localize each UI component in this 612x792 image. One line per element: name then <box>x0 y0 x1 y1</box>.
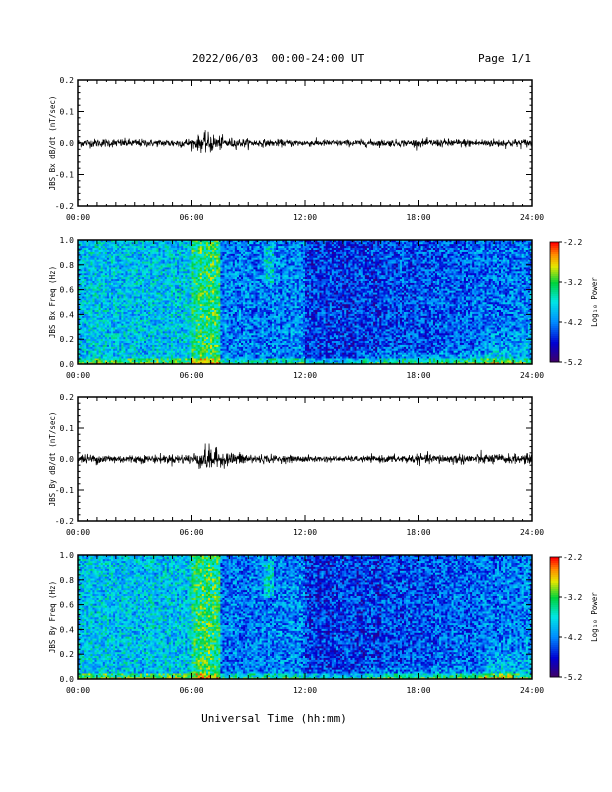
panel-3-ytick: 0.8 <box>60 576 75 585</box>
panel-3-xtick: 12:00 <box>293 686 317 695</box>
panel-3-ytick: 1.0 <box>60 551 75 560</box>
panel-0-xtick: 12:00 <box>293 213 317 222</box>
panel-3-xtick: 24:00 <box>520 686 544 695</box>
panel-1-ytick: 1.0 <box>60 236 75 245</box>
colorbar-3-label: Log₁₀ Power <box>590 592 599 642</box>
panel-3-xtick: 06:00 <box>179 686 203 695</box>
panel-2-ytick: -0.2 <box>55 517 74 526</box>
series-line-0 <box>78 130 532 153</box>
panel-0-ytick: -0.1 <box>55 171 74 180</box>
panel-1-ylabel: JBS Bx Freq (Hz) <box>48 266 57 338</box>
colorbar-3 <box>550 557 562 677</box>
panel-3-ytick: 0.4 <box>60 625 75 634</box>
colorbar-1-tick: -2.2 <box>563 238 582 247</box>
panel-0-xtick: 06:00 <box>179 213 203 222</box>
colorbar-3-tick: -3.2 <box>563 593 582 602</box>
panel-2-ytick: 0.0 <box>60 455 75 464</box>
panel-1-ytick: 0.0 <box>60 360 75 369</box>
panel-1-xtick: 06:00 <box>179 371 203 380</box>
panel-2-xtick: 18:00 <box>406 528 430 537</box>
panel-1-xtick: 24:00 <box>520 371 544 380</box>
panel-2-ytick: -0.1 <box>55 486 74 495</box>
panel-1-ytick: 0.6 <box>60 286 75 295</box>
colorbar-1-tick: -5.2 <box>563 358 582 367</box>
panel-3-xtick: 18:00 <box>406 686 430 695</box>
panel-3-ylabel: JBS By Freq (Hz) <box>48 581 57 653</box>
series-line-2 <box>78 444 532 469</box>
panel-1-ytick: 0.4 <box>60 310 75 319</box>
panel-2-xtick: 24:00 <box>520 528 544 537</box>
panel-2-trace <box>78 444 532 469</box>
colorbar-1-tick: -3.2 <box>563 278 582 287</box>
panel-3-ytick: 0.6 <box>60 601 75 610</box>
x-axis-title: Universal Time (hh:mm) <box>201 712 347 725</box>
panel-2-ylabel: JBS By dB/dt (nT/sec) <box>48 412 57 507</box>
colorbar-3-tick: -4.2 <box>563 633 582 642</box>
panel-0-ytick: 0.0 <box>60 139 75 148</box>
panel-0-ytick: 0.1 <box>60 108 75 117</box>
panel-1-ytick: 0.8 <box>60 261 75 270</box>
panel-2-xtick: 12:00 <box>293 528 317 537</box>
panel-0-ylabel: JBS Bx dB/dt (nT/sec) <box>48 96 57 191</box>
panel-0-ytick: -0.2 <box>55 202 74 211</box>
panel-0-xtick: 00:00 <box>66 213 90 222</box>
panel-1-xtick: 12:00 <box>293 371 317 380</box>
colorbar-1-tick: -4.2 <box>563 318 582 327</box>
colorbar-1 <box>550 242 562 362</box>
panel-2-ytick: 0.1 <box>60 424 75 433</box>
panel-1-xtick: 18:00 <box>406 371 430 380</box>
colorbar-3-tick: -2.2 <box>563 553 582 562</box>
panel-0-trace <box>78 130 532 153</box>
panel-0-ytick: 0.2 <box>60 76 75 85</box>
panel-0-xtick: 24:00 <box>520 213 544 222</box>
heatmap-1 <box>78 240 532 364</box>
panel-1-ytick: 0.2 <box>60 335 75 344</box>
panel-2-xtick: 06:00 <box>179 528 203 537</box>
panel-3-xtick: 00:00 <box>66 686 90 695</box>
panel-1-xtick: 00:00 <box>66 371 90 380</box>
panel-3-ytick: 0.2 <box>60 650 75 659</box>
panel-3-ytick: 0.0 <box>60 675 75 684</box>
colorbar-1-label: Log₁₀ Power <box>590 277 599 327</box>
heatmap-3 <box>78 555 532 679</box>
panel-2-xtick: 00:00 <box>66 528 90 537</box>
panel-2-ytick: 0.2 <box>60 393 75 402</box>
panel-0-xtick: 18:00 <box>406 213 430 222</box>
colorbar-3-tick: -5.2 <box>563 673 582 682</box>
